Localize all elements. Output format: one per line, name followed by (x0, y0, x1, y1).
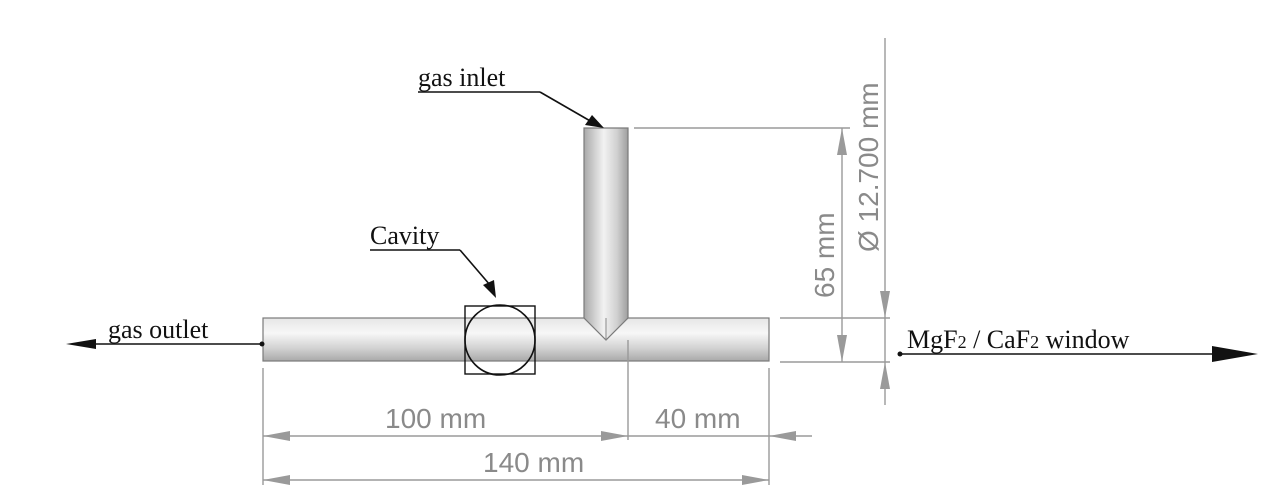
dim-140mm: 140 mm (483, 447, 584, 478)
vertical-tube (584, 128, 628, 340)
label-gas-outlet: gas outlet (108, 315, 209, 344)
horizontal-tube (263, 318, 769, 361)
dim-40mm: 40 mm (655, 403, 741, 434)
label-cavity: Cavity (370, 221, 439, 250)
dim-diameter: Ø 12.700 mm (853, 82, 884, 252)
label-window: MgF2 / CaF2 window (907, 325, 1130, 354)
dim-65mm: 65 mm (809, 212, 840, 298)
label-gas-inlet: gas inlet (418, 63, 506, 92)
dim-100mm: 100 mm (385, 403, 486, 434)
